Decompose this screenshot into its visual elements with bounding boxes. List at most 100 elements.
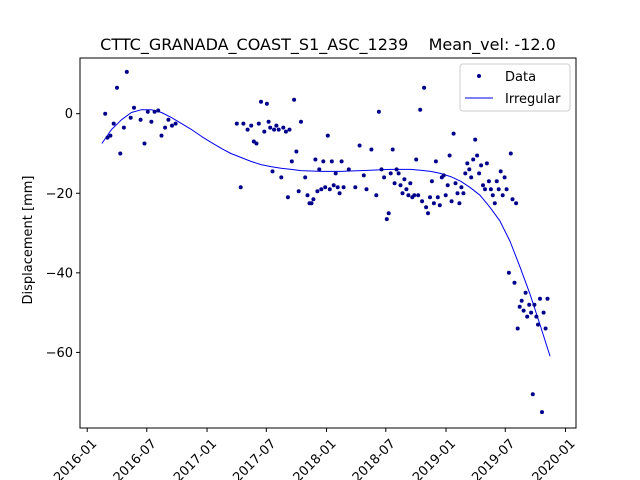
data-point xyxy=(498,169,503,174)
data-point xyxy=(525,314,530,319)
data-point xyxy=(453,181,458,186)
data-point xyxy=(459,185,464,190)
data-point xyxy=(437,203,442,208)
data-point xyxy=(483,187,487,192)
data-point xyxy=(315,189,320,194)
data-point xyxy=(500,193,505,198)
data-point xyxy=(412,193,417,198)
data-point xyxy=(394,167,399,172)
data-point xyxy=(530,392,535,397)
data-point xyxy=(276,127,281,132)
data-point xyxy=(486,179,491,184)
data-point xyxy=(429,179,434,184)
data-point xyxy=(492,201,497,206)
data-point xyxy=(163,125,168,130)
data-point xyxy=(329,159,334,164)
data-point xyxy=(234,121,239,126)
data-point xyxy=(173,121,178,126)
data-point xyxy=(461,191,466,196)
data-point xyxy=(428,195,432,200)
data-point xyxy=(353,185,358,190)
data-point xyxy=(159,133,164,138)
data-point xyxy=(238,185,243,190)
data-point xyxy=(152,109,157,114)
y-axis: 0 −20 −40 −60 xyxy=(46,107,80,361)
data-point xyxy=(506,270,511,275)
data-point xyxy=(108,133,113,138)
data-point xyxy=(341,185,346,190)
data-point xyxy=(299,119,303,124)
data-point xyxy=(473,137,478,142)
data-point xyxy=(132,105,136,110)
data-point xyxy=(319,187,324,192)
data-point xyxy=(536,322,540,327)
data-point xyxy=(374,193,379,198)
data-point xyxy=(402,177,407,182)
data-point xyxy=(465,161,470,166)
data-point xyxy=(382,175,387,180)
data-point xyxy=(379,167,384,172)
data-point xyxy=(467,167,472,172)
legend-box xyxy=(459,63,571,112)
data-point xyxy=(337,191,342,196)
data-point xyxy=(270,169,275,174)
data-point xyxy=(406,193,411,198)
data-point xyxy=(490,193,495,198)
data-point xyxy=(241,121,246,126)
data-point xyxy=(424,205,429,210)
data-point xyxy=(449,199,454,204)
data-point xyxy=(142,141,147,146)
data-point xyxy=(545,296,550,301)
data-point xyxy=(256,121,261,126)
y-tick-label: −20 xyxy=(46,187,73,202)
data-point xyxy=(431,201,436,206)
data-point xyxy=(519,298,524,303)
data-point xyxy=(538,296,542,301)
y-axis-label: Displacement [mm] xyxy=(21,176,36,305)
data-point xyxy=(534,314,539,319)
data-point xyxy=(481,183,485,188)
legend-label-data: Data xyxy=(505,70,536,85)
data-point xyxy=(170,123,174,128)
points-layer xyxy=(103,69,550,415)
data-point xyxy=(138,117,143,122)
data-point xyxy=(398,183,403,188)
data-point xyxy=(543,326,548,331)
plot-frame xyxy=(79,57,577,429)
chart-title: CTTC_GRANADA_COAST_S1_ASC_1239 Mean_vel:… xyxy=(100,35,556,55)
data-point xyxy=(249,123,254,128)
data-point xyxy=(532,302,537,307)
data-point xyxy=(346,167,351,172)
data-point xyxy=(121,125,126,130)
data-point xyxy=(309,201,314,206)
data-point xyxy=(451,131,456,136)
data-point xyxy=(254,141,259,146)
data-point xyxy=(289,159,294,164)
data-point xyxy=(274,123,279,128)
data-point xyxy=(445,183,450,188)
data-point xyxy=(496,187,501,192)
data-point xyxy=(484,161,489,166)
data-point xyxy=(441,173,446,178)
data-point xyxy=(266,119,271,124)
data-point xyxy=(369,147,374,152)
legend-label-irregular: Irregular xyxy=(505,92,561,107)
data-point xyxy=(325,133,330,138)
data-point xyxy=(426,211,430,216)
data-point xyxy=(392,181,397,186)
data-point xyxy=(523,290,528,295)
data-point xyxy=(469,175,474,180)
data-point xyxy=(296,189,301,194)
data-point xyxy=(386,211,391,216)
data-point xyxy=(361,173,366,178)
data-point xyxy=(420,199,425,204)
data-point xyxy=(281,125,286,130)
plot-background xyxy=(80,58,576,428)
data-point xyxy=(455,191,460,196)
data-point xyxy=(488,187,493,192)
data-point xyxy=(540,410,544,415)
data-point xyxy=(264,101,269,106)
data-point xyxy=(105,135,110,140)
data-point xyxy=(313,157,318,162)
data-point xyxy=(422,85,427,90)
